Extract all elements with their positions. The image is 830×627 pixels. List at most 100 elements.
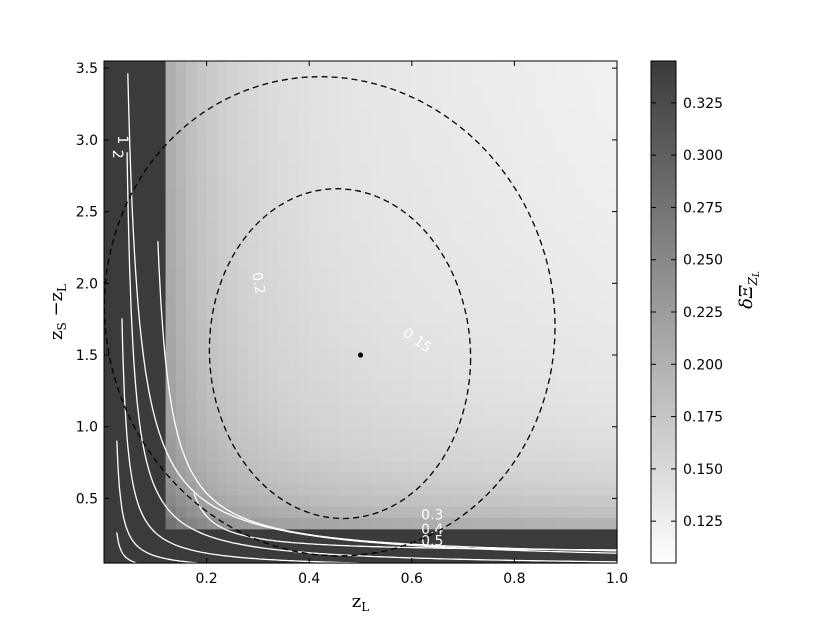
heatmap-cell [463, 277, 474, 290]
heatmap-cell [206, 254, 218, 267]
heatmap-cell [370, 403, 382, 416]
heatmap-cell [586, 551, 598, 564]
heatmap-cell [350, 95, 362, 108]
heatmap-cell [432, 95, 444, 108]
heatmap-cell [124, 357, 136, 370]
heatmap-cell [288, 254, 300, 267]
heatmap-cell [565, 243, 577, 256]
heatmap-cell [442, 483, 454, 496]
heatmap-cell [298, 220, 310, 233]
heatmap-cell [134, 505, 146, 518]
heatmap-cell [463, 437, 474, 450]
heatmap-cell [288, 437, 300, 450]
heatmap-cell [575, 186, 587, 199]
heatmap-cell [309, 118, 321, 131]
heatmap-cell [504, 540, 515, 553]
heatmap-cell [586, 448, 598, 461]
heatmap-cell [216, 175, 228, 188]
heatmap-cell [350, 254, 362, 267]
heatmap-cell [381, 403, 392, 416]
heatmap-cell [278, 163, 290, 176]
heatmap-cell [401, 197, 413, 210]
heatmap-cell [524, 323, 536, 336]
heatmap-cell [278, 346, 290, 359]
x-tick-label: 0.8 [503, 571, 525, 587]
heatmap-cell [288, 346, 300, 359]
heatmap-cell [134, 106, 146, 119]
heatmap-cell [309, 369, 321, 382]
heatmap-cell [524, 220, 536, 233]
heatmap-cell [596, 163, 608, 176]
heatmap-cell [452, 403, 464, 416]
heatmap-cell [350, 312, 362, 325]
heatmap-cell [565, 540, 577, 553]
heatmap-cell [288, 83, 300, 96]
heatmap-cell [350, 289, 362, 302]
heatmap-cell [186, 289, 197, 302]
heatmap-cell [247, 403, 259, 416]
fiducial-point [357, 352, 364, 358]
heatmap-cell [360, 391, 372, 404]
heatmap-cell [463, 540, 474, 553]
heatmap-cell [422, 163, 433, 176]
heatmap-cell [298, 483, 310, 496]
heatmap-cell [104, 289, 115, 302]
heatmap-cell [165, 357, 177, 370]
heatmap-cell [432, 118, 444, 131]
heatmap-cell [545, 163, 557, 176]
heatmap-cell [432, 277, 444, 290]
heatmap-cell [124, 448, 136, 461]
heatmap-cell [555, 61, 567, 74]
heatmap-cell [514, 528, 526, 541]
heatmap-cell [206, 346, 218, 359]
heatmap-cell [596, 414, 608, 427]
heatmap-cell [504, 483, 515, 496]
heatmap-cell [575, 426, 587, 439]
heatmap-cell [473, 197, 485, 210]
heatmap-cell [227, 380, 238, 393]
heatmap-cell [329, 186, 341, 199]
heatmap-cell [391, 460, 403, 473]
heatmap-cell [165, 254, 177, 267]
heatmap-cell [411, 460, 423, 473]
heatmap-cell [422, 95, 433, 108]
heatmap-cell [319, 334, 331, 347]
heatmap-cell [463, 95, 474, 108]
heatmap-cell [237, 266, 249, 279]
heatmap-cell [555, 95, 567, 108]
heatmap-cell [278, 300, 290, 313]
heatmap-cell [370, 197, 382, 210]
colorbar-strip [651, 261, 676, 267]
heatmap-cell [483, 95, 495, 108]
heatmap-cell [493, 175, 505, 188]
colorbar-strip [651, 408, 676, 413]
heatmap-cell [278, 152, 290, 165]
heatmap-cell [329, 528, 341, 541]
heatmap-cell [237, 517, 249, 530]
colorbar-strip [651, 529, 676, 535]
heatmap-cell [586, 243, 598, 256]
heatmap-cell [391, 505, 403, 518]
heatmap-cell [606, 83, 618, 96]
heatmap-cell [134, 414, 146, 427]
heatmap-cell [216, 209, 228, 222]
heatmap-cell [175, 254, 187, 267]
heatmap-cell [545, 106, 557, 119]
heatmap-cell [175, 391, 187, 404]
heatmap-cell [401, 118, 413, 131]
heatmap-cell [381, 448, 392, 461]
heatmap-cell [104, 380, 115, 393]
heatmap-cell [104, 334, 115, 347]
heatmap-cell [370, 517, 382, 530]
heatmap-cell [206, 266, 218, 279]
heatmap-cell [216, 426, 228, 439]
heatmap-cell [493, 505, 505, 518]
heatmap-cell [575, 175, 587, 188]
heatmap-cell [524, 277, 536, 290]
heatmap-cell [247, 505, 259, 518]
heatmap-cell [360, 312, 372, 325]
heatmap-cell [524, 312, 536, 325]
heatmap-cell [175, 129, 187, 142]
heatmap-cell [555, 300, 567, 313]
heatmap-cell [596, 95, 608, 108]
